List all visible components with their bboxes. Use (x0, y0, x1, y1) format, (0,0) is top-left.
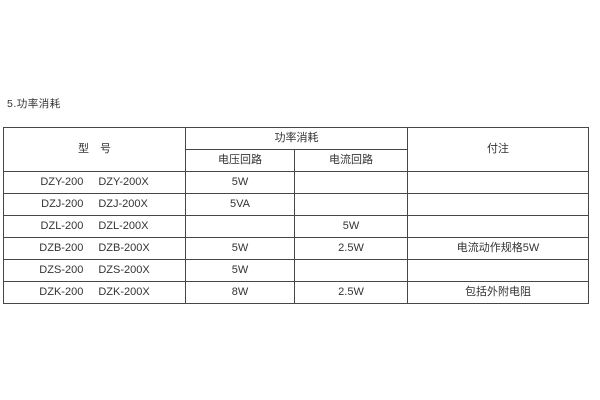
table-row: DZL-200 DZL-200X 5W (3, 215, 589, 238)
model-name-variant: DZL-200X (98, 220, 149, 232)
section-title: 5.功率消耗 (7, 98, 61, 110)
cell-model: DZL-200 DZL-200X (3, 215, 186, 238)
col-header-model: 型 号 (3, 127, 186, 172)
power-consumption-table: 型 号 功率消耗 付注 电压回路 电流回路 DZY-200 DZY-200X 5W… (3, 127, 589, 304)
table-row: DZB-200 DZB-200X 5W 2.5W 电流动作规格5W (3, 237, 589, 260)
table-row: DZS-200 DZS-200X 5W (3, 259, 589, 282)
cell-model: DZY-200 DZY-200X (3, 171, 186, 194)
cell-model: DZB-200 DZB-200X (3, 237, 186, 260)
col-header-current-circuit: 电流回路 (294, 149, 408, 172)
cell-note (407, 215, 589, 238)
table-row: DZY-200 DZY-200X 5W (3, 171, 589, 194)
model-name-primary: DZY-200 (40, 176, 84, 188)
cell-current-circuit (294, 171, 408, 194)
model-name-variant: DZJ-200X (98, 198, 148, 210)
col-header-note: 付注 (407, 127, 589, 172)
col-header-power-group: 功率消耗 (185, 127, 408, 150)
cell-note (407, 259, 589, 282)
model-name-primary: DZK-200 (39, 286, 84, 298)
model-name-primary: DZB-200 (39, 242, 84, 254)
cell-current-circuit: 2.5W (294, 281, 408, 304)
cell-note (407, 171, 589, 194)
model-name-variant: DZB-200X (98, 242, 150, 254)
cell-voltage-circuit: 5W (185, 237, 295, 260)
cell-current-circuit (294, 193, 408, 216)
cell-model: DZS-200 DZS-200X (3, 259, 186, 282)
cell-current-circuit (294, 259, 408, 282)
cell-note: 包括外附电阻 (407, 281, 589, 304)
cell-voltage-circuit: 8W (185, 281, 295, 304)
col-header-voltage-circuit: 电压回路 (185, 149, 295, 172)
model-name-primary: DZJ-200 (41, 198, 84, 210)
cell-voltage-circuit: 5W (185, 171, 295, 194)
model-name-primary: DZS-200 (39, 264, 84, 276)
model-name-variant: DZS-200X (98, 264, 150, 276)
cell-model: DZK-200 DZK-200X (3, 281, 186, 304)
cell-model: DZJ-200 DZJ-200X (3, 193, 186, 216)
header-row-top: 型 号 功率消耗 付注 (3, 127, 589, 172)
table-row: DZJ-200 DZJ-200X 5VA (3, 193, 589, 216)
cell-current-circuit: 2.5W (294, 237, 408, 260)
model-name-variant: DZK-200X (98, 286, 150, 298)
model-name-variant: DZY-200X (98, 176, 149, 188)
model-name-primary: DZL-200 (40, 220, 84, 232)
table-row: DZK-200 DZK-200X 8W 2.5W 包括外附电阻 (3, 281, 589, 304)
cell-note (407, 193, 589, 216)
cell-voltage-circuit (185, 215, 295, 238)
cell-voltage-circuit: 5W (185, 259, 295, 282)
cell-note: 电流动作规格5W (407, 237, 589, 260)
cell-voltage-circuit: 5VA (185, 193, 295, 216)
cell-current-circuit: 5W (294, 215, 408, 238)
